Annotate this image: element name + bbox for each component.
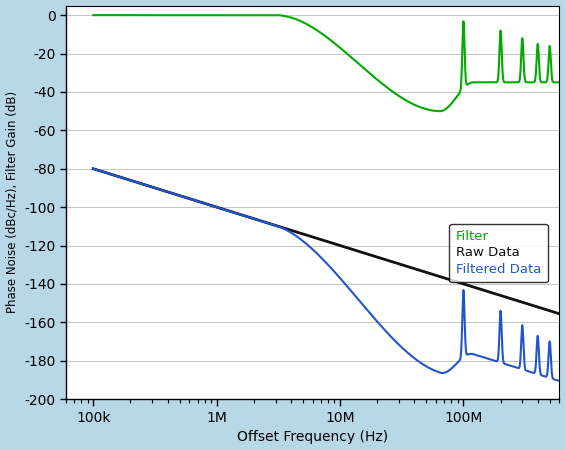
Legend: Filter, Raw Data, Filtered Data: Filter, Raw Data, Filtered Data bbox=[449, 224, 548, 282]
Y-axis label: Phase Noise (dBc/Hz), Filter Gain (dB): Phase Noise (dBc/Hz), Filter Gain (dB) bbox=[6, 91, 19, 313]
X-axis label: Offset Frequency (Hz): Offset Frequency (Hz) bbox=[237, 431, 388, 445]
